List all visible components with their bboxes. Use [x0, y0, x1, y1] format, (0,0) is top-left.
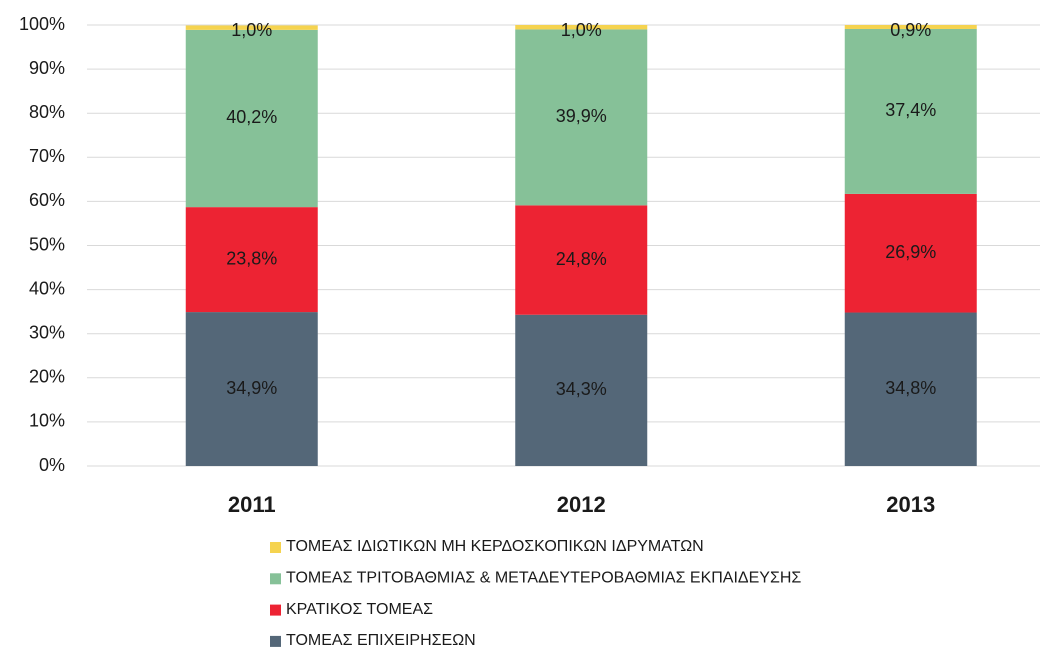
- data-label: 39,9%: [556, 106, 607, 126]
- data-label: 0,9%: [890, 20, 931, 40]
- legend-swatch: [270, 573, 281, 585]
- bar-segment: [515, 25, 648, 30]
- data-label: 26,9%: [885, 242, 936, 262]
- bar-segment: [185, 25, 318, 30]
- legend-label: ΚΡΑΤΙΚΟΣ ΤΟΜΕΑΣ: [286, 601, 433, 618]
- legend-label: ΤΟΜΕΑΣ ΤΡΙΤΟΒΑΘΜΙΑΣ & ΜΕΤΑΔΕΥΤΕΡΟΒΑΘΜΙΑΣ…: [286, 570, 801, 587]
- data-label: 34,9%: [226, 378, 277, 398]
- legend-swatch: [270, 542, 281, 553]
- y-tick-label: 30%: [29, 322, 65, 342]
- data-label: 34,3%: [556, 379, 607, 399]
- data-label: 23,8%: [226, 248, 277, 268]
- x-tick-label: 2012: [557, 492, 606, 517]
- x-tick-label: 2013: [886, 492, 935, 517]
- data-label: 24,8%: [556, 249, 607, 269]
- bar-segment: [515, 29, 648, 206]
- y-tick-label: 100%: [19, 14, 65, 34]
- data-label: 37,4%: [885, 100, 936, 120]
- legend-label: ΤΟΜΕΑΣ ΕΠΙΧΕΙΡΗΣΕΩΝ: [286, 632, 476, 649]
- legend-swatch: [270, 635, 281, 647]
- bar-segment: [515, 205, 648, 315]
- legend-swatch: [270, 604, 281, 616]
- y-tick-label: 40%: [29, 278, 65, 298]
- y-tick-label: 20%: [29, 367, 65, 387]
- bar-segment: [844, 193, 977, 313]
- bar-segment: [844, 25, 977, 29]
- x-tick-label: 2011: [228, 492, 276, 517]
- y-tick-label: 70%: [29, 146, 65, 166]
- bar-segment: [844, 28, 977, 194]
- bar-segment: [185, 207, 318, 313]
- bar-segment: [185, 312, 318, 466]
- y-tick-label: 0%: [39, 455, 65, 475]
- y-tick-label: 90%: [29, 58, 65, 78]
- legend-label: ΤΟΜΕΑΣ ΙΔΙΩΤΙΚΩΝ ΜΗ ΚΕΡΔΟΣΚΟΠΙΚΩΝ ΙΔΡΥΜΑ…: [286, 538, 704, 555]
- data-label: 40,2%: [226, 107, 277, 127]
- data-label: 1,0%: [231, 20, 272, 40]
- y-tick-label: 10%: [29, 411, 65, 431]
- y-tick-label: 60%: [29, 190, 65, 210]
- bar-segment: [515, 314, 648, 466]
- y-tick-label: 50%: [29, 234, 65, 254]
- data-label: 34,8%: [885, 378, 936, 398]
- data-label: 1,0%: [561, 20, 602, 40]
- bar-segment: [185, 29, 318, 208]
- y-tick-label: 80%: [29, 102, 65, 122]
- bar-segment: [844, 312, 977, 466]
